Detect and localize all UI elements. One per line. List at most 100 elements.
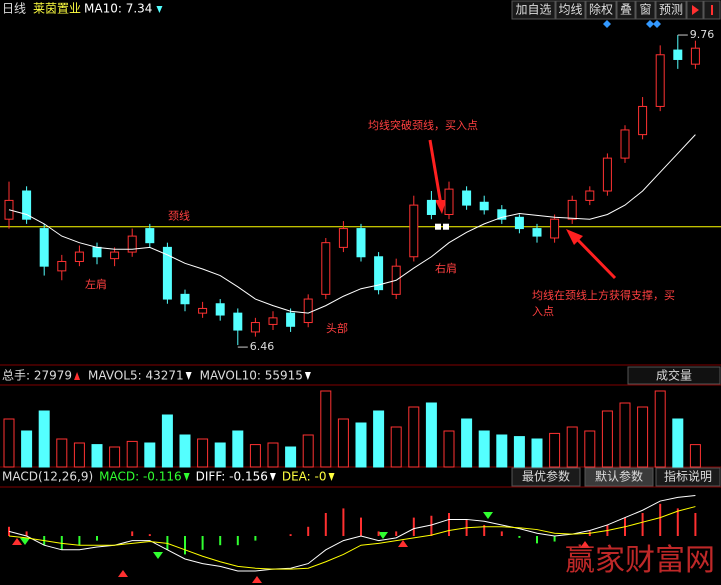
candle-body [532, 228, 542, 237]
volume-bar [126, 440, 138, 468]
macd-header: MACD: -0.116 [99, 470, 182, 484]
toolbar-button[interactable] [655, 0, 687, 20]
candle-body [673, 49, 683, 60]
candle-body [215, 303, 225, 316]
volume-bar [549, 432, 561, 468]
trend-arrow [156, 6, 163, 13]
signal [252, 576, 262, 583]
candle-body [338, 228, 348, 248]
arrow-head [435, 200, 446, 214]
volume-bar [373, 410, 385, 468]
toolbar-label: 加自选 [515, 3, 551, 17]
candle-body [567, 199, 577, 220]
signal [118, 570, 128, 577]
candle-body [198, 307, 208, 314]
volume-header: MAVOL5: 43271 [88, 369, 184, 383]
signal [20, 538, 30, 545]
param-button[interactable] [511, 467, 581, 487]
volume-bar [408, 406, 420, 468]
signal [483, 512, 493, 519]
toolbar-button[interactable] [511, 0, 556, 20]
volume-bar [285, 446, 297, 468]
candle-body [233, 312, 243, 331]
signal [12, 538, 22, 545]
macd-header: DEA: -0 [282, 470, 327, 484]
toolbar-label: 均线 [558, 3, 582, 17]
candle-body [180, 293, 190, 305]
toolbar-button[interactable] [585, 0, 617, 20]
volume-bar [214, 442, 226, 468]
volume-bar [672, 418, 684, 468]
candle-body [127, 235, 137, 253]
dea-line [8, 506, 696, 570]
candle-body [39, 228, 49, 267]
high-label: 9.76 [690, 28, 715, 41]
volume-header: 总手: 27979 [2, 369, 72, 383]
arrow [428, 139, 443, 206]
candle-body [638, 105, 648, 136]
volume-bar [443, 430, 455, 468]
candle-body [426, 199, 436, 215]
neckline-label: 颈线 [168, 209, 190, 223]
volume-bar [601, 410, 613, 468]
marker [646, 20, 654, 28]
toolbar-button[interactable] [635, 0, 656, 20]
header-arrow [185, 372, 192, 380]
param-button[interactable] [584, 467, 654, 487]
param-label: 指标说明 [664, 469, 712, 484]
volume-bar [56, 438, 68, 468]
candle-body [602, 157, 612, 192]
candle-body [57, 260, 67, 272]
candle-body [409, 204, 419, 258]
header-arrow [304, 372, 311, 380]
macd-header: MACD(12,26,9) [2, 470, 93, 484]
candle-body [655, 54, 665, 107]
volume-bar [267, 442, 279, 468]
volume-bar [161, 414, 173, 468]
candle-body [374, 256, 384, 291]
candle-body [444, 188, 454, 215]
arrow [573, 235, 617, 280]
volume-bar [38, 410, 50, 468]
toolbar-label: 预测 [659, 3, 683, 17]
header-arrow [183, 473, 190, 481]
volume-bar [73, 442, 85, 468]
signal [153, 552, 163, 559]
candle-body [620, 129, 630, 159]
indicator-select[interactable] [627, 366, 721, 385]
volume-bar [109, 446, 121, 468]
period: 日线 [2, 2, 26, 16]
candle-body [74, 251, 84, 262]
volume-bar [3, 418, 15, 468]
cross-marker [435, 223, 441, 230]
volume-bar [619, 402, 631, 468]
signal [580, 541, 590, 548]
volume-bar [689, 444, 701, 468]
volume-bar [390, 426, 402, 468]
candle-body [479, 201, 489, 211]
volume-bar [654, 390, 666, 468]
volume-bar [302, 434, 314, 468]
candle-body [110, 251, 120, 260]
volume-header: MAVOL10: 55915 [200, 369, 303, 383]
volume-bar [355, 422, 367, 468]
volume-bar [232, 430, 244, 468]
candle-body [585, 190, 595, 201]
marker [603, 20, 611, 28]
volume-bar [478, 430, 490, 468]
arrow-head [566, 229, 583, 245]
candle-body [321, 242, 331, 295]
volume-bar [179, 434, 191, 468]
candle-body [462, 190, 472, 206]
volume-bar [566, 426, 578, 468]
candle-body [250, 322, 260, 333]
candle-body [550, 218, 560, 239]
toolbar-button[interactable] [616, 0, 636, 20]
candle-body [303, 298, 313, 324]
toolbar-button[interactable] [555, 0, 586, 20]
candle-body [286, 312, 296, 327]
param-button[interactable] [655, 467, 721, 487]
signal [378, 532, 388, 539]
volume-bar [320, 390, 332, 468]
